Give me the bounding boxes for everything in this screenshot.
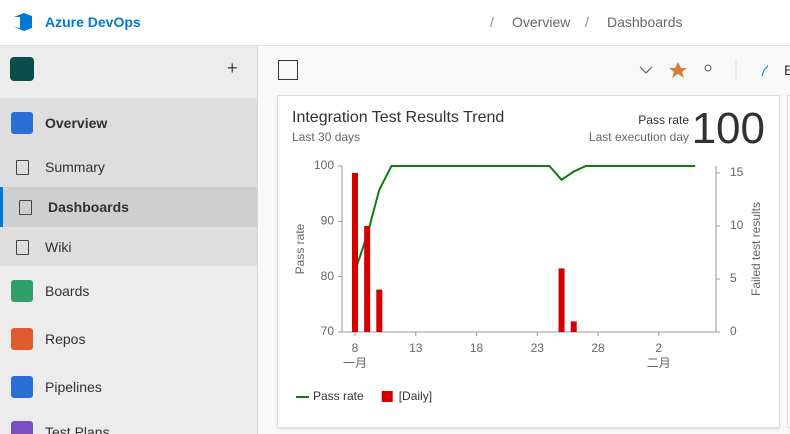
metric-value: 100 — [691, 104, 765, 153]
nav-label: Wiki — [45, 239, 72, 255]
line — [354, 165, 696, 272]
bar — [376, 289, 383, 332]
nav-item[interactable]: Overview — [0, 103, 257, 143]
bar — [558, 268, 565, 332]
nav-label: Summary — [45, 159, 105, 175]
x-tick-label: 2 — [655, 341, 662, 355]
widget-subtitle: Last 30 days — [292, 130, 361, 144]
nav-item[interactable]: Boards — [0, 271, 257, 311]
top-bar: Azure DevOps / Overview / Dashboards — [0, 0, 790, 46]
layout-icon[interactable] — [278, 60, 298, 80]
widget-title: Integration Test Results Trend — [292, 109, 505, 126]
next-card — [787, 95, 790, 428]
nav-icon — [19, 200, 32, 215]
nav-label: Test Plans — [45, 424, 110, 434]
x-tick-label: 23 — [531, 341, 545, 355]
metric-label: Pass rate — [638, 113, 689, 127]
nav-icon — [11, 280, 33, 302]
nav-item[interactable]: Summary — [0, 147, 257, 187]
separator: / — [585, 14, 589, 30]
y-tick-label: 90 — [321, 214, 335, 228]
y-tick-label: 100 — [314, 158, 334, 172]
y2-tick-label: 15 — [730, 165, 744, 179]
metric-caption: Last execution day — [588, 130, 689, 144]
bar — [364, 225, 371, 332]
nav-label: Dashboards — [48, 199, 129, 215]
y2-axis-title: Failed test results — [749, 202, 763, 296]
nav-item[interactable]: Repos — [0, 319, 257, 359]
nav-label: Repos — [45, 331, 86, 347]
legend-label: Pass rate — [313, 389, 364, 403]
nav-icon — [16, 160, 29, 175]
logo — [14, 13, 32, 31]
x-month-label: 二月 — [647, 356, 671, 370]
add-button[interactable]: + — [227, 58, 238, 78]
bar — [570, 321, 577, 332]
nav-icon — [11, 376, 33, 398]
nav-item[interactable]: Pipelines — [0, 367, 257, 407]
x-tick-label: 13 — [409, 341, 423, 355]
nav-label: Overview — [45, 115, 108, 131]
x-month-label: 一月 — [343, 356, 367, 370]
nav-icon — [11, 112, 33, 134]
nav-label: Pipelines — [45, 379, 102, 395]
x-tick-label: 28 — [591, 341, 605, 355]
project-avatar[interactable] — [10, 57, 34, 81]
breadcrumb[interactable]: Overview — [512, 14, 571, 30]
y-tick-label: 70 — [321, 324, 335, 338]
y2-tick-label: 5 — [730, 271, 737, 285]
nav-item[interactable]: Test Plans — [0, 412, 257, 434]
product-name[interactable]: Azure DevOps — [45, 14, 141, 30]
breadcrumb[interactable]: Dashboards — [607, 14, 683, 30]
y-tick-label: 80 — [321, 269, 335, 283]
nav-item[interactable]: Wiki — [0, 227, 257, 267]
x-tick-label: 18 — [470, 341, 484, 355]
x-tick-label: 8 — [352, 341, 359, 355]
legend-label: [Daily] — [399, 389, 432, 403]
separator: / — [490, 14, 494, 30]
y2-tick-label: 10 — [730, 218, 744, 232]
nav-item[interactable]: Dashboards — [0, 187, 257, 227]
nav-label: Boards — [45, 283, 90, 299]
nav-icon — [11, 421, 33, 434]
widget: Integration Test Results Trend Last 30 d… — [277, 95, 780, 428]
chart: 70 80 90 100 0 5 10 15 8 13 18 23 28 2 一月 二月 Pass rate Fa… — [293, 158, 763, 403]
sidebar: + Overview Summary Dashboards Wiki Boards Rep… — [0, 46, 258, 434]
bar — [352, 172, 359, 332]
nav-icon — [16, 240, 29, 255]
section-bg — [0, 98, 257, 266]
y2-tick-label: 0 — [730, 324, 737, 338]
legend-swatch — [381, 391, 393, 402]
toolbar-icons — [639, 60, 768, 80]
edit-button[interactable]: Edit — [784, 62, 790, 78]
nav-icon — [11, 328, 33, 350]
y-axis-title: Pass rate — [293, 223, 307, 274]
